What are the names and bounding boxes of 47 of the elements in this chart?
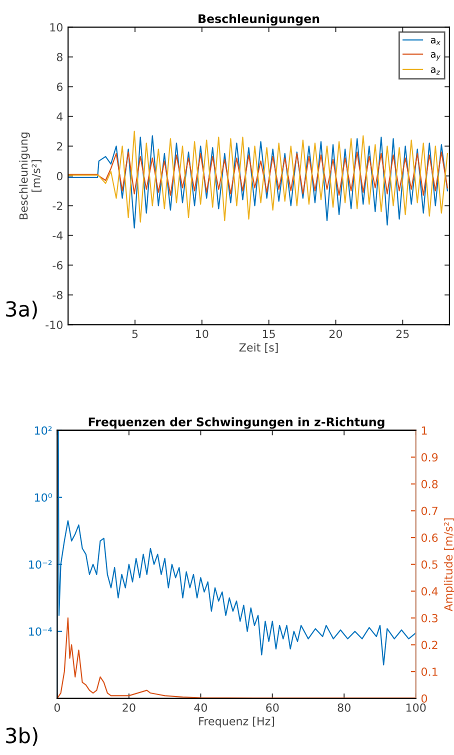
x-tick-label: 60 <box>266 703 279 712</box>
y-tick-label: 0 <box>56 172 62 180</box>
x-tick-label: 20 <box>329 330 342 338</box>
y2-tick-label: 0.3 <box>421 614 438 622</box>
y2-tick-label: 0 <box>421 694 428 703</box>
chart-title: Beschleunigungen <box>198 14 320 26</box>
y-tick-label: 4 <box>56 112 63 121</box>
legend-label: a$_{z}$ <box>430 67 440 74</box>
y2-tick-label: 0.9 <box>421 453 438 462</box>
y-tick-label: 2 <box>56 142 62 150</box>
y-axis-title: Beschleunigung [m/s²] <box>19 132 42 220</box>
y-tick-label: -10 <box>46 320 62 330</box>
x-axis-title: Zeit [s] <box>239 343 278 353</box>
y-tick-label: 8 <box>56 52 62 62</box>
x-tick-label: 80 <box>338 703 350 712</box>
x-axis-title: Frequenz [Hz] <box>199 716 274 728</box>
y2-tick-label: 0.4 <box>421 587 438 596</box>
y-tick-label: -6 <box>52 261 63 270</box>
x-tick-label: 40 <box>194 703 207 712</box>
text: 3b) <box>6 727 38 746</box>
y2-tick-label: 0.2 <box>421 640 438 650</box>
line-series <box>68 152 448 196</box>
legend-label: a$_{x}$ <box>430 38 440 45</box>
y-tick-label: -4 <box>52 232 63 240</box>
y-tick-label: 10⁻² <box>29 560 52 569</box>
y2-tick-label: 0.8 <box>421 480 438 488</box>
y2-tick-label: 0.1 <box>421 668 438 676</box>
y2-tick-label: 0.7 <box>421 506 438 516</box>
y-tick-label: 6 <box>56 82 63 92</box>
y2-tick-label: 1 <box>422 426 427 435</box>
legend-label: a$_{y}$ <box>430 52 440 61</box>
x-tick-label: 25 <box>396 330 409 338</box>
chart-title: Frequenzen der Schwingungen in z-Richtung <box>88 417 384 429</box>
x-tick-label: 15 <box>262 330 275 338</box>
y-tick-label: 10 <box>50 23 62 32</box>
y2-tick-label: 0.6 <box>421 534 438 542</box>
x-tick-label: 10 <box>196 330 208 338</box>
x-tick-label: 100 <box>406 703 426 712</box>
text: 3a) <box>6 300 37 320</box>
y-tick-label: 10² <box>34 426 52 435</box>
y-tick-label: -2 <box>52 202 62 210</box>
y-tick-label: 10⁰ <box>34 493 52 502</box>
y-tick-label: -8 <box>52 290 62 300</box>
x-tick-label: 5 <box>132 330 138 338</box>
y-tick-label: 10⁻⁴ <box>29 627 52 636</box>
x-tick-label: 20 <box>122 703 136 712</box>
y2-tick-label: 0.5 <box>421 560 438 569</box>
